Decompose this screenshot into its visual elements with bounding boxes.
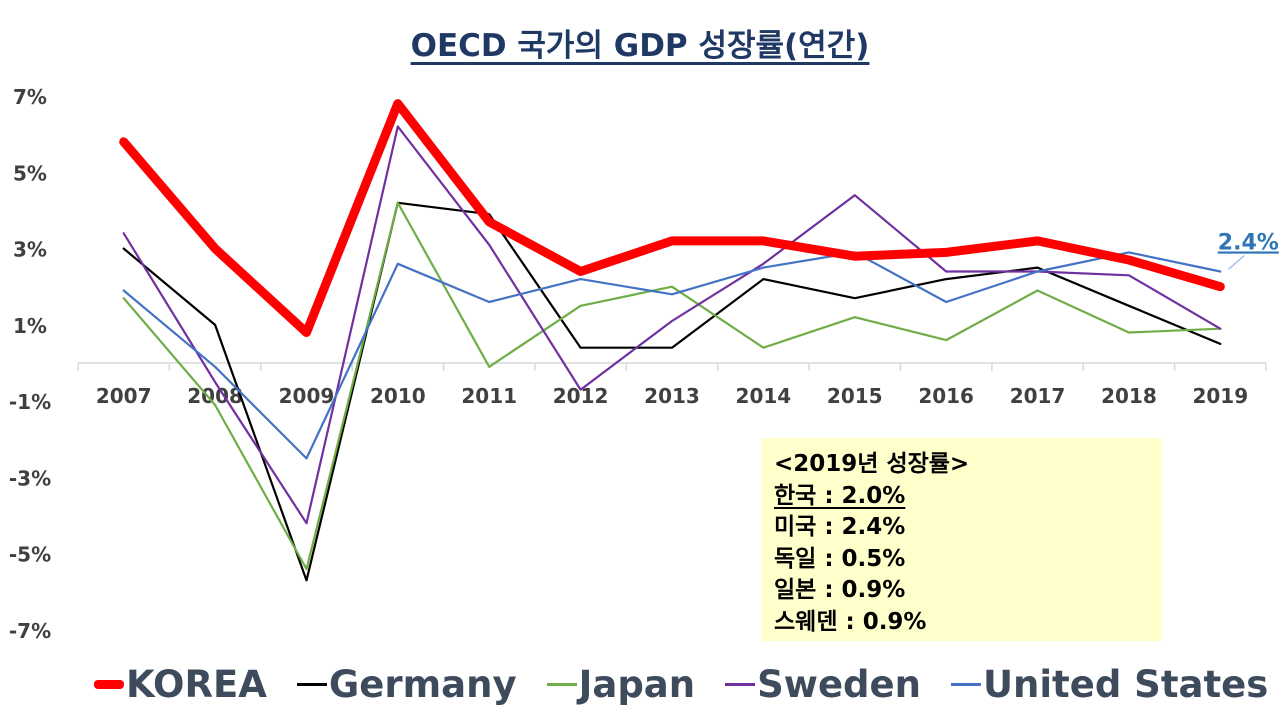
x-tick-label: 2007 [96,384,152,408]
x-tick-label: 2010 [370,384,426,408]
summary-row-sweden: 스웨덴 : 0.9% [774,608,927,635]
summary-row-germany: 독일 : 0.5% [774,545,906,572]
summary-heading: <2019년 성장률> [774,451,970,477]
x-tick-label: 2019 [1192,384,1248,408]
annotation-leader [1227,255,1245,270]
y-tick-label: -1% [9,390,51,414]
legend-item-united-states: United States [950,662,1269,706]
y-axis-ticks: 7% 5% 3% 1% -1% -3% -5% -7% [9,85,51,643]
chart-legend: KOREA Germany Japan Sweden United States [94,656,1268,712]
y-tick-label: -5% [9,543,51,567]
summary-row-korea: 한국 : 2.0% [774,482,906,509]
y-tick-label: 7% [13,85,47,109]
x-axis [77,362,1267,371]
x-tick-label: 2018 [1101,384,1157,408]
legend-item-japan: Japan [546,662,696,706]
x-tick-label: 2016 [918,384,974,408]
legend-label-germany: Germany [328,662,517,706]
y-tick-label: -3% [9,466,51,490]
y-tick-label: 5% [13,161,47,185]
legend-swatch-sweden [725,682,756,686]
y-tick-label: 3% [13,238,47,262]
series-lines [119,99,1225,582]
x-tick-label: 2012 [553,384,609,408]
x-tick-label: 2017 [1010,384,1066,408]
x-tick-label: 2009 [279,384,335,408]
legend-label-korea: KOREA [126,662,267,706]
legend-item-sweden: Sweden [725,663,921,706]
x-tick-label: 2013 [644,384,700,408]
legend-swatch-japan [546,682,577,686]
x-tick-label: 2015 [827,384,883,408]
x-tick-label: 2014 [736,384,792,408]
summary-row-japan: 일본 : 0.9% [774,577,906,603]
legend-swatch-korea [94,679,124,689]
annotation: 2.4% [1218,230,1279,270]
x-tick-label: 2011 [461,384,517,408]
legend-swatch-germany [296,682,327,686]
legend-swatch-united-states [950,682,981,686]
legend-label-united-states: United States [982,662,1269,706]
legend-item-germany: Germany [296,662,517,706]
y-tick-label: 1% [13,314,47,338]
series-line-united-states [122,251,1222,460]
line-chart: 7%5%3%1%-1%-3%-5%-7% 2007 2008 2009 2010 201… [9,85,1279,643]
series-line-germany [122,201,1222,582]
legend-label-japan: Japan [578,662,696,706]
growth-summary-box: <2019년 성장률> 한국 : 2.0% 미국 : 2.4% 독일 : 0.5… [762,438,1162,641]
legend-item-korea: KOREA [94,663,267,706]
series-line-japan [122,201,1222,571]
x-axis-ticks: 2007 2008 2009 2010 2011 2012 2013 2014 2015 2016… [96,384,1248,408]
chart-title: OECD 국가의 GDP 성장률(연간) [410,28,870,64]
summary-row-usa: 미국 : 2.4% [774,514,906,540]
annotation-label: 2.4% [1218,230,1279,255]
legend-label-sweden: Sweden [757,662,921,706]
series-line-korea [119,99,1225,337]
y-tick-label: -7% [9,619,51,643]
